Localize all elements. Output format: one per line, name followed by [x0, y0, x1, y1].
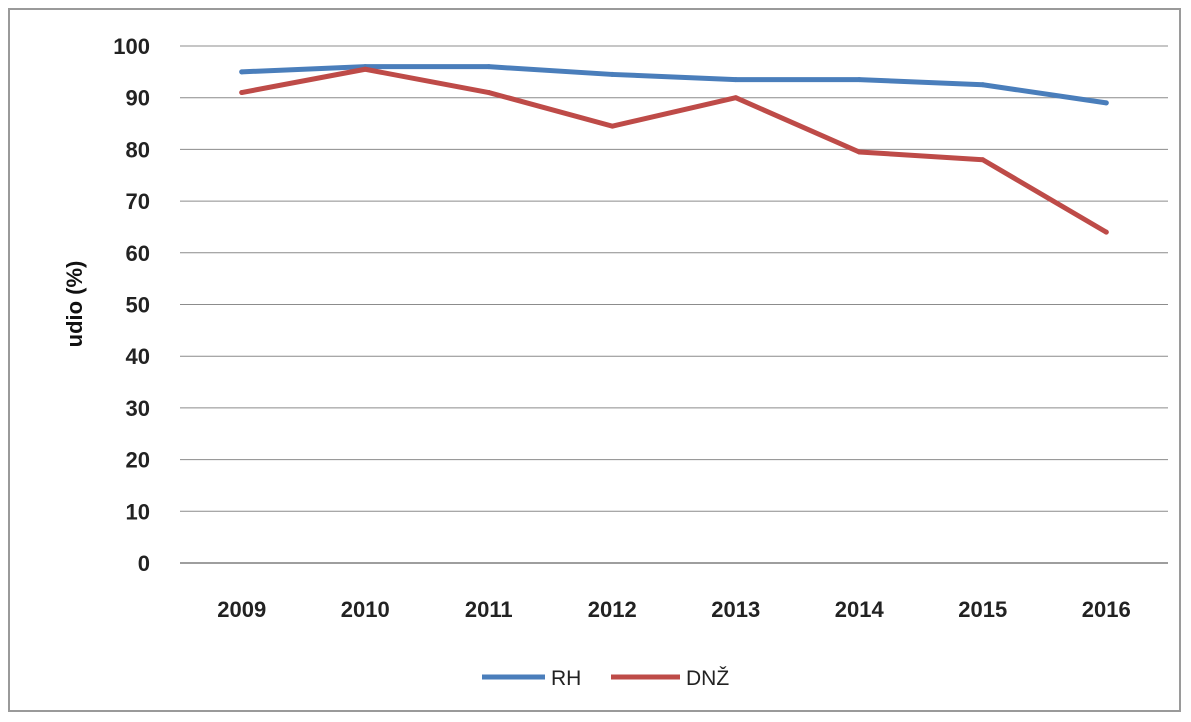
- series-dnž: [239, 66, 1109, 235]
- x-tick-label: 2015: [958, 597, 1007, 622]
- legend: RH DNŽ: [482, 667, 729, 690]
- x-tick-label: 2009: [217, 597, 266, 622]
- gridlines: [180, 45, 1168, 564]
- data-point: [733, 77, 739, 83]
- x-tick-label: 2010: [341, 597, 390, 622]
- data-point: [856, 149, 862, 155]
- data-point: [486, 90, 492, 96]
- series-rh: [239, 64, 1109, 106]
- y-tick-label: 30: [126, 396, 150, 421]
- x-tick-label: 2014: [835, 597, 885, 622]
- data-point: [1103, 229, 1109, 235]
- y-axis-ticks: 0 10 20 30 40 50 60 70 80 90 100: [113, 34, 150, 576]
- y-tick-label: 50: [126, 293, 150, 318]
- legend-label: DNŽ: [686, 667, 729, 690]
- x-tick-label: 2013: [711, 597, 760, 622]
- series-line: [239, 66, 1109, 235]
- x-tick-label: 2016: [1082, 597, 1131, 622]
- x-tick-label: 2012: [588, 597, 637, 622]
- legend-item: DNŽ: [611, 667, 729, 690]
- y-tick-label: 10: [126, 499, 150, 524]
- data-point: [239, 69, 245, 75]
- data-point: [486, 64, 492, 70]
- data-point: [980, 157, 986, 163]
- data-point: [856, 77, 862, 83]
- y-tick-label: 100: [113, 34, 150, 59]
- series-line: [239, 64, 1109, 106]
- y-tick-label: 70: [126, 189, 150, 214]
- y-tick-label: 40: [126, 344, 150, 369]
- y-axis-label: udio (%): [62, 261, 87, 348]
- data-point: [609, 71, 615, 77]
- x-axis-ticks: 2009 2010 2011 2012 2013 2014 2015 2016: [217, 597, 1130, 622]
- y-tick-label: 90: [126, 86, 150, 111]
- data-point: [733, 95, 739, 101]
- data-point: [980, 82, 986, 88]
- chart-frame: [8, 8, 1181, 712]
- data-point: [609, 123, 615, 129]
- data-point: [362, 66, 368, 72]
- x-tick-label: 2011: [465, 597, 513, 622]
- y-tick-label: 80: [126, 137, 150, 162]
- series-lines: [239, 64, 1109, 235]
- y-tick-label: 20: [126, 448, 150, 473]
- legend-item: RH: [482, 667, 581, 690]
- data-point: [1103, 100, 1109, 106]
- y-tick-label: 60: [126, 241, 150, 266]
- legend-label: RH: [551, 667, 581, 690]
- y-tick-label: 0: [138, 551, 150, 576]
- data-point: [239, 90, 245, 96]
